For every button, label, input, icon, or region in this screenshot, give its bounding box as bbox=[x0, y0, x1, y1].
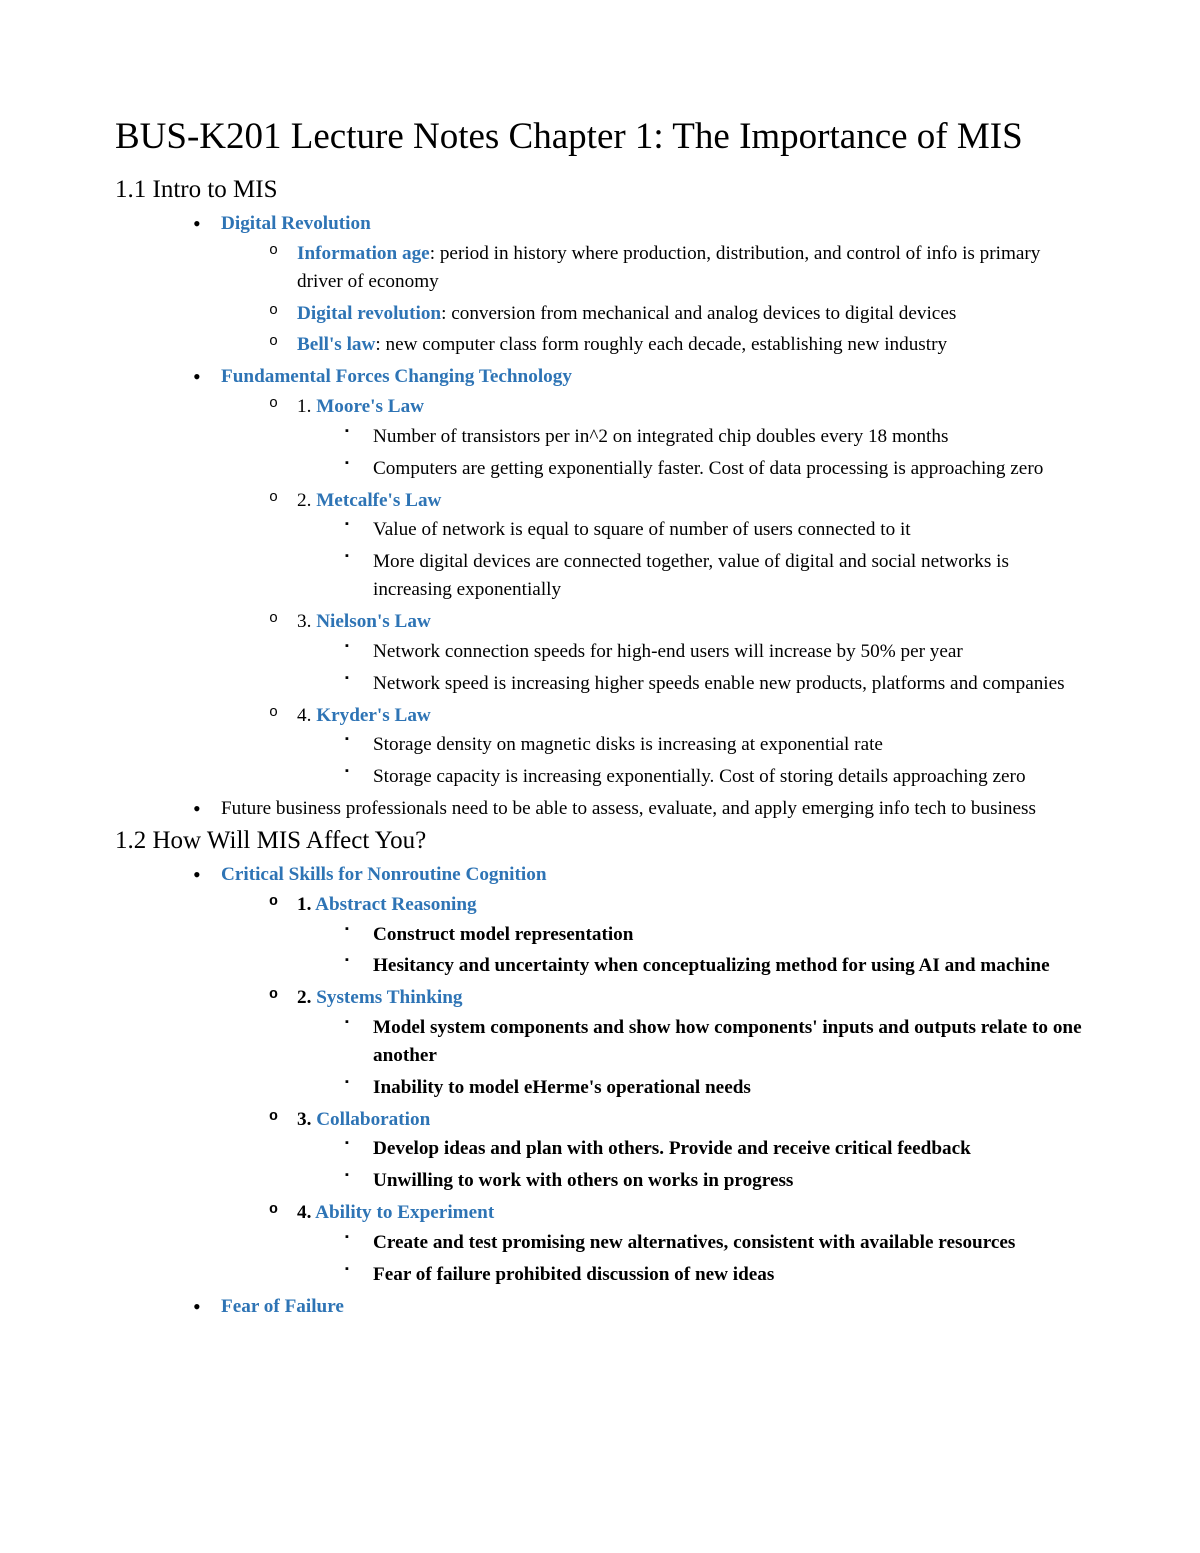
list-number-prefix: 4. bbox=[297, 705, 316, 726]
list-item: Develop ideas and plan with others. Prov… bbox=[345, 1135, 1085, 1163]
list-item: Critical Skills for Nonroutine Cognition… bbox=[193, 861, 1085, 1289]
list-item: Fear of failure prohibited discussion of… bbox=[345, 1261, 1085, 1289]
key-term: Metcalfe's Law bbox=[316, 490, 441, 511]
list-item: Create and test promising new alternativ… bbox=[345, 1229, 1085, 1257]
key-term: Bell's law bbox=[297, 334, 375, 355]
list-item: Digital Revolution Information age: perio… bbox=[193, 210, 1085, 359]
list-number-prefix: 2. bbox=[297, 987, 316, 1008]
key-term: Systems Thinking bbox=[316, 987, 462, 1008]
list-item: 1. Abstract Reasoning Construct model rep… bbox=[269, 891, 1085, 981]
list-item: Unwilling to work with others on works i… bbox=[345, 1167, 1085, 1195]
definition-text: : new computer class form roughly each d… bbox=[375, 334, 947, 355]
bullet-list-lvl3: Storage density on magnetic disks is inc… bbox=[297, 731, 1085, 791]
list-number-prefix: 4. bbox=[297, 1202, 315, 1223]
bullet-list-lvl3: Value of network is equal to square of n… bbox=[297, 516, 1085, 604]
bullet-list-lvl3: Network connection speeds for high-end u… bbox=[297, 638, 1085, 698]
list-item: 2. Metcalfe's Law Value of network is equ… bbox=[269, 487, 1085, 604]
list-item: Network connection speeds for high-end u… bbox=[345, 638, 1085, 666]
document-page: BUS-K201 Lecture Notes Chapter 1: The Im… bbox=[0, 0, 1200, 1385]
bullet-list-lvl3: Construct model representation Hesitancy … bbox=[297, 921, 1085, 981]
bullet-list-lvl1: Digital Revolution Information age: perio… bbox=[115, 210, 1085, 823]
list-item: 4. Ability to Experiment Create and test … bbox=[269, 1199, 1085, 1289]
list-item: Computers are getting exponentially fast… bbox=[345, 455, 1085, 483]
page-title: BUS-K201 Lecture Notes Chapter 1: The Im… bbox=[115, 115, 1085, 158]
bullet-list-lvl2: 1. Abstract Reasoning Construct model rep… bbox=[221, 891, 1085, 1289]
list-item: Value of network is equal to square of n… bbox=[345, 516, 1085, 544]
definition-text: : conversion from mechanical and analog … bbox=[441, 303, 956, 324]
list-number-prefix: 3. bbox=[297, 1109, 316, 1130]
key-term: Collaboration bbox=[316, 1109, 430, 1130]
list-item: Hesitancy and uncertainty when conceptua… bbox=[345, 952, 1085, 980]
list-item: Storage density on magnetic disks is inc… bbox=[345, 731, 1085, 759]
list-item: Fear of Failure bbox=[193, 1293, 1085, 1321]
key-term: Digital revolution bbox=[297, 303, 441, 324]
list-item: Inability to model eHerme's operational … bbox=[345, 1074, 1085, 1102]
key-term: Fear of Failure bbox=[221, 1296, 344, 1317]
list-number-prefix: 3. bbox=[297, 611, 316, 632]
list-item: Model system components and show how com… bbox=[345, 1014, 1085, 1070]
list-number-prefix: 1. bbox=[297, 894, 315, 915]
bullet-list-lvl3: Develop ideas and plan with others. Prov… bbox=[297, 1135, 1085, 1195]
key-term: Kryder's Law bbox=[316, 705, 431, 726]
list-item: Fundamental Forces Changing Technology 1.… bbox=[193, 363, 1085, 791]
list-item: Construct model representation bbox=[345, 921, 1085, 949]
list-item: Bell's law: new computer class form roug… bbox=[269, 331, 1085, 359]
list-item: 3. Collaboration Develop ideas and plan w… bbox=[269, 1106, 1085, 1196]
key-term: Nielson's Law bbox=[316, 611, 431, 632]
bullet-list-lvl3: Number of transistors per in^2 on integr… bbox=[297, 423, 1085, 483]
list-item: 4. Kryder's Law Storage density on magnet… bbox=[269, 702, 1085, 792]
key-term: Digital Revolution bbox=[221, 213, 371, 234]
list-item: Information age: period in history where… bbox=[269, 240, 1085, 296]
key-term: Fundamental Forces Changing Technology bbox=[221, 366, 572, 387]
bullet-list-lvl1: Critical Skills for Nonroutine Cognition… bbox=[115, 861, 1085, 1321]
bullet-list-lvl2: Information age: period in history where… bbox=[221, 240, 1085, 359]
key-term: Moore's Law bbox=[316, 396, 424, 417]
bullet-list-lvl2: 1. Moore's Law Number of transistors per … bbox=[221, 393, 1085, 791]
list-item: 3. Nielson's Law Network connection speed… bbox=[269, 608, 1085, 698]
sections-container: 1.1 Intro to MIS Digital Revolution Inform… bbox=[115, 176, 1085, 1321]
key-term: Information age bbox=[297, 243, 430, 264]
list-number-prefix: 1. bbox=[297, 396, 316, 417]
bullet-list-lvl3: Create and test promising new alternativ… bbox=[297, 1229, 1085, 1289]
section-heading: 1.1 Intro to MIS bbox=[115, 176, 1085, 204]
list-item: More digital devices are connected toget… bbox=[345, 548, 1085, 604]
section-heading: 1.2 How Will MIS Affect You? bbox=[115, 827, 1085, 855]
key-term: Ability to Experiment bbox=[315, 1202, 494, 1223]
list-item: Network speed is increasing higher speed… bbox=[345, 670, 1085, 698]
key-term: Critical Skills for Nonroutine Cognition bbox=[221, 864, 547, 885]
list-item: 1. Moore's Law Number of transistors per … bbox=[269, 393, 1085, 483]
key-term: Abstract Reasoning bbox=[315, 894, 477, 915]
list-item: 2. Systems Thinking Model system componen… bbox=[269, 984, 1085, 1101]
list-item: Storage capacity is increasing exponenti… bbox=[345, 763, 1085, 791]
bullet-list-lvl3: Model system components and show how com… bbox=[297, 1014, 1085, 1102]
list-number-prefix: 2. bbox=[297, 490, 316, 511]
list-item: Number of transistors per in^2 on integr… bbox=[345, 423, 1085, 451]
list-item: Future business professionals need to be… bbox=[193, 795, 1085, 823]
list-item: Digital revolution: conversion from mech… bbox=[269, 300, 1085, 328]
